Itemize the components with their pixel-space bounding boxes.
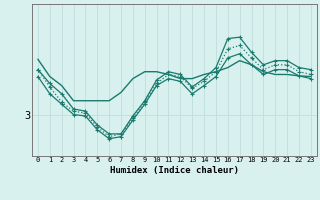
X-axis label: Humidex (Indice chaleur): Humidex (Indice chaleur) [110, 166, 239, 175]
